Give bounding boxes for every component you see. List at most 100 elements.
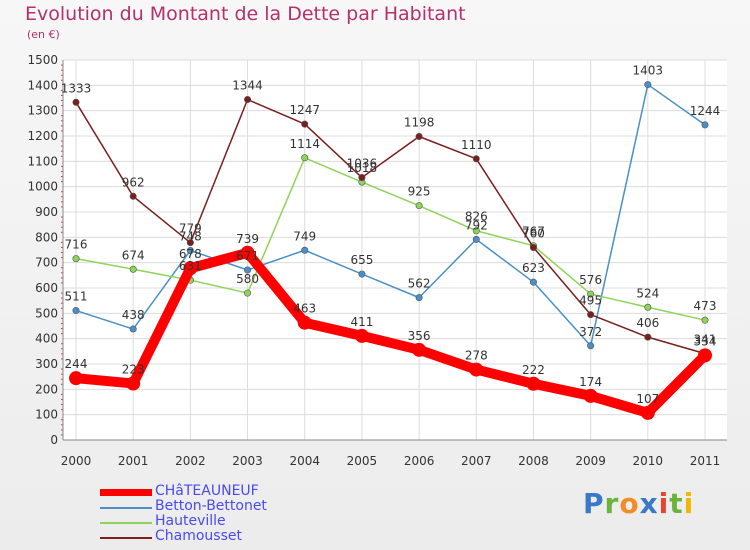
x-tick-label: 2004 bbox=[289, 454, 320, 468]
data-point bbox=[412, 342, 427, 357]
data-label: 760 bbox=[522, 226, 545, 240]
data-label: 356 bbox=[408, 329, 431, 343]
chart-title: Evolution du Montant de la Dette par Hab… bbox=[25, 3, 466, 25]
x-tick-label: 2006 bbox=[404, 454, 435, 468]
data-point bbox=[698, 348, 712, 363]
data-point bbox=[529, 278, 537, 286]
data-point bbox=[301, 246, 309, 254]
data-point bbox=[129, 192, 137, 200]
data-label: 341 bbox=[694, 333, 717, 347]
data-label: 671 bbox=[236, 249, 259, 263]
data-point bbox=[526, 376, 541, 391]
data-label: 674 bbox=[122, 248, 145, 262]
y-tick-label: 300 bbox=[35, 357, 58, 371]
series-line-betton-bettonet bbox=[75, 83, 706, 347]
data-label: 792 bbox=[465, 218, 488, 232]
legend-swatch bbox=[100, 522, 152, 524]
data-point bbox=[644, 333, 652, 341]
y-tick-label: 200 bbox=[35, 382, 58, 396]
data-point bbox=[297, 315, 312, 330]
y-tick-label: 1400 bbox=[27, 78, 58, 92]
data-point bbox=[640, 405, 655, 420]
y-tick-label: 700 bbox=[35, 256, 58, 270]
data-point bbox=[644, 81, 652, 89]
x-tick-label: 2009 bbox=[575, 454, 606, 468]
data-label: 1333 bbox=[61, 81, 92, 95]
data-label: 716 bbox=[65, 238, 88, 252]
data-label: 372 bbox=[579, 325, 602, 339]
data-label: 174 bbox=[579, 375, 602, 389]
data-label: 779 bbox=[179, 222, 202, 236]
x-tick-label: 2001 bbox=[118, 454, 149, 468]
data-label: 222 bbox=[522, 363, 545, 377]
legend-label: Betton-Bettonet bbox=[155, 498, 267, 514]
y-tick-label: 0 bbox=[50, 433, 58, 447]
data-label: 1198 bbox=[404, 116, 435, 130]
data-label: 1344 bbox=[232, 79, 263, 93]
data-label: 278 bbox=[465, 349, 488, 363]
data-label: 748 bbox=[179, 230, 202, 244]
logo-letter: P bbox=[583, 487, 605, 520]
data-label: 678 bbox=[179, 247, 202, 261]
data-point bbox=[126, 376, 141, 391]
data-label: 438 bbox=[122, 308, 145, 322]
data-point bbox=[72, 98, 80, 106]
data-point bbox=[301, 120, 309, 128]
data-point bbox=[472, 235, 480, 243]
data-point bbox=[72, 255, 80, 263]
proxiti-logo: Proxiti bbox=[583, 487, 694, 520]
data-label: 631 bbox=[179, 259, 202, 273]
logo-letter: x bbox=[639, 487, 659, 520]
data-label: 739 bbox=[236, 232, 259, 246]
data-point bbox=[358, 270, 366, 278]
data-point bbox=[186, 239, 194, 247]
y-tick-label: 600 bbox=[35, 281, 58, 295]
logo-letter: r bbox=[604, 487, 620, 520]
legend-label: Hauteville bbox=[155, 513, 226, 529]
y-tick-label: 100 bbox=[35, 408, 58, 422]
data-point bbox=[587, 342, 595, 350]
y-tick-label: 1500 bbox=[27, 53, 58, 67]
data-point bbox=[72, 307, 80, 315]
data-label: 962 bbox=[122, 175, 145, 189]
data-point bbox=[583, 388, 598, 403]
data-label: 511 bbox=[65, 290, 88, 304]
data-point bbox=[244, 266, 252, 274]
logo-letter: i bbox=[683, 487, 695, 520]
data-label: 473 bbox=[694, 299, 717, 313]
data-label: 576 bbox=[579, 273, 602, 287]
legend-swatch bbox=[100, 537, 152, 539]
data-label: 1018 bbox=[347, 161, 378, 175]
data-point bbox=[472, 155, 480, 163]
data-point bbox=[358, 174, 366, 182]
series-line-ch-teauneuf bbox=[71, 247, 710, 418]
data-label: 1114 bbox=[289, 137, 320, 151]
data-point bbox=[587, 290, 595, 298]
legend-swatch bbox=[100, 489, 152, 496]
data-point bbox=[354, 328, 369, 343]
data-point bbox=[301, 154, 309, 162]
data-point bbox=[244, 289, 252, 297]
data-label: 1244 bbox=[690, 104, 721, 118]
data-label: 1247 bbox=[289, 103, 320, 117]
data-point bbox=[183, 261, 198, 276]
x-tick-label: 2005 bbox=[347, 454, 378, 468]
x-tick-label: 2002 bbox=[175, 454, 206, 468]
data-point bbox=[472, 227, 480, 235]
x-tick-label: 2011 bbox=[690, 454, 721, 468]
y-tick-label: 1100 bbox=[27, 154, 58, 168]
data-point bbox=[529, 243, 537, 251]
data-label: 411 bbox=[350, 315, 373, 329]
data-point bbox=[469, 362, 484, 377]
data-label: 1036 bbox=[347, 157, 378, 171]
data-point bbox=[415, 202, 423, 210]
data-point bbox=[644, 303, 652, 311]
data-label: 244 bbox=[65, 357, 88, 371]
data-label: 623 bbox=[522, 261, 545, 275]
data-label: 767 bbox=[522, 225, 545, 239]
x-tick-label: 2008 bbox=[518, 454, 549, 468]
x-tick-label: 2010 bbox=[633, 454, 664, 468]
data-point bbox=[415, 133, 423, 141]
